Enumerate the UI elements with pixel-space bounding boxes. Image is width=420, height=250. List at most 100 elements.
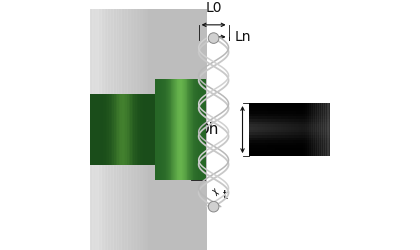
Bar (122, 94, 124, 165)
Bar (170, 79, 171, 180)
Bar (262, 116, 263, 119)
Bar (317, 132, 319, 135)
Bar (327, 111, 329, 114)
Bar (281, 111, 283, 114)
Bar (268, 103, 270, 106)
Bar (275, 129, 277, 132)
Bar (267, 119, 268, 122)
Bar (268, 137, 270, 140)
Bar (195, 79, 197, 180)
Bar (329, 153, 331, 156)
Bar (260, 116, 262, 119)
Bar (182, 9, 184, 250)
Bar (257, 103, 259, 106)
Bar (186, 9, 188, 250)
Bar (294, 106, 296, 108)
Bar (263, 108, 265, 111)
Bar (151, 9, 153, 250)
Bar (273, 142, 275, 146)
Bar (313, 103, 318, 156)
Bar (302, 132, 304, 135)
Bar (109, 94, 111, 165)
Bar (286, 129, 288, 132)
Bar (329, 124, 331, 127)
Bar (252, 129, 254, 132)
Bar (302, 135, 304, 138)
Bar (184, 79, 186, 180)
Bar (296, 103, 298, 106)
Bar (276, 137, 278, 140)
Bar (293, 111, 294, 114)
Bar (311, 111, 312, 114)
Bar (324, 148, 326, 151)
Bar (281, 108, 283, 111)
Bar (304, 153, 306, 156)
Bar (314, 108, 316, 111)
Bar (319, 106, 321, 108)
Bar (132, 9, 134, 250)
Bar (326, 140, 327, 143)
Bar (304, 142, 306, 146)
Bar (311, 129, 312, 132)
Bar (293, 129, 294, 132)
Bar (191, 79, 192, 180)
Bar (317, 137, 319, 140)
Bar (319, 132, 321, 135)
Bar (144, 9, 154, 250)
Bar (298, 124, 299, 127)
Bar (278, 116, 280, 119)
Bar (319, 137, 321, 140)
Bar (311, 142, 312, 146)
Bar (286, 116, 288, 119)
Bar (258, 103, 260, 106)
Bar (320, 132, 323, 135)
Bar (312, 150, 314, 154)
Bar (262, 111, 263, 114)
Bar (159, 79, 160, 180)
Bar (281, 153, 283, 156)
Bar (250, 135, 252, 138)
Bar (286, 140, 288, 143)
Bar (180, 79, 181, 180)
Bar (322, 148, 324, 151)
Bar (296, 137, 298, 140)
Bar (304, 122, 306, 124)
Bar (324, 140, 326, 143)
Bar (258, 132, 260, 135)
Bar (183, 9, 185, 250)
Bar (280, 106, 281, 108)
Bar (258, 116, 260, 119)
Bar (285, 145, 286, 148)
Bar (192, 79, 194, 180)
Bar (324, 132, 326, 135)
Bar (317, 111, 319, 114)
Bar (268, 108, 270, 111)
Bar (252, 135, 254, 138)
Bar (185, 79, 186, 180)
Bar (283, 145, 285, 148)
Bar (293, 122, 294, 124)
Bar (187, 79, 189, 180)
Bar (257, 114, 259, 116)
Bar (293, 145, 294, 148)
Bar (148, 9, 150, 250)
Bar (298, 145, 299, 148)
Bar (102, 94, 105, 165)
Bar (167, 9, 169, 250)
Bar (298, 150, 299, 154)
Bar (260, 129, 262, 132)
Bar (317, 148, 319, 151)
Bar (101, 94, 103, 165)
Bar (326, 116, 327, 119)
Bar (255, 150, 257, 154)
Bar (270, 148, 272, 151)
Bar (252, 132, 254, 135)
Bar (278, 140, 280, 143)
Bar (150, 94, 152, 165)
Bar (314, 103, 316, 106)
Bar (311, 108, 312, 111)
Bar (281, 116, 283, 119)
Bar (260, 140, 262, 143)
Bar (258, 108, 260, 111)
Bar (304, 132, 306, 135)
